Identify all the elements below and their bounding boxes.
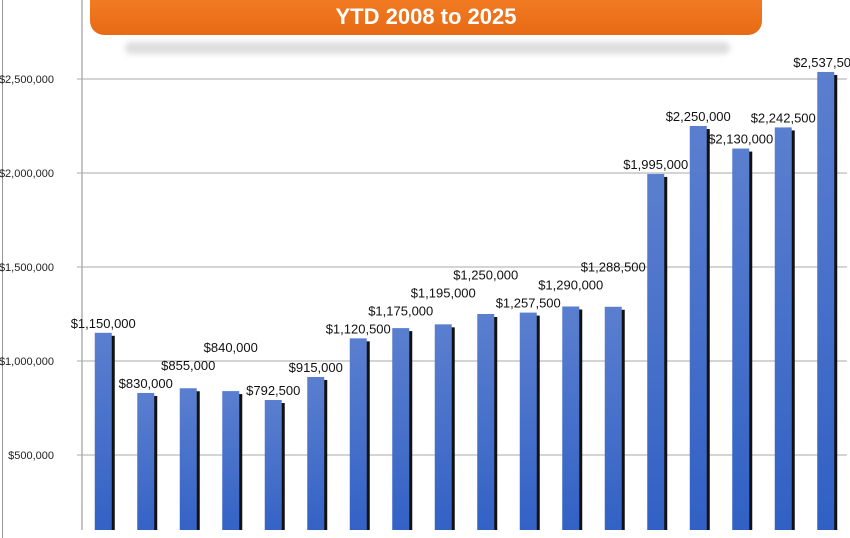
data-label: $1,195,000 (411, 285, 476, 300)
data-label: $1,120,500 (326, 321, 391, 336)
bar-2009 (137, 392, 155, 530)
bar-2011 (222, 391, 240, 530)
bar-2014 (349, 338, 367, 530)
y-tick-label: $1,500,000 (0, 262, 54, 274)
bar-2010 (179, 388, 197, 530)
bar-2021 (647, 173, 665, 530)
bar-2025 (817, 71, 835, 530)
data-label: $1,150,000 (71, 316, 136, 331)
bar-2020 (604, 306, 622, 530)
data-label: $855,000 (161, 358, 215, 373)
bar-2016 (434, 324, 452, 530)
y-tick-label: $1,000,000 (0, 356, 54, 368)
bar-2018 (519, 312, 537, 530)
bar-2019 (562, 306, 580, 530)
bar-2008 (94, 332, 112, 530)
data-label: $2,242,500 (751, 110, 816, 125)
data-label: $915,000 (289, 360, 343, 375)
data-label: $1,290,000 (538, 278, 603, 293)
data-label: $1,250,000 (453, 267, 518, 282)
title-shadow (125, 42, 730, 54)
data-label: $2,250,000 (666, 109, 731, 124)
bar-2023 (732, 148, 750, 530)
data-label: $792,500 (246, 383, 300, 398)
y-tick-label: $500,000 (8, 450, 54, 462)
data-label: $2,130,000 (708, 132, 773, 147)
data-label: $1,175,000 (368, 303, 433, 318)
y-tick-label: $2,000,000 (0, 168, 54, 180)
data-label: $2,537,500 (793, 55, 850, 70)
bar-2015 (392, 328, 410, 530)
bar-2024 (774, 127, 792, 530)
bar-2017 (477, 314, 495, 530)
bar-2013 (307, 376, 325, 530)
data-label: $830,000 (119, 376, 173, 391)
data-label: $1,257,500 (496, 296, 561, 311)
chart-title: YTD 2008 to 2025 (90, 0, 762, 35)
data-label: $840,000 (204, 340, 258, 355)
data-label: $1,995,000 (623, 157, 688, 172)
bar-2012 (264, 400, 282, 530)
bar-2022 (689, 126, 707, 530)
y-tick-label: $2,500,000 (0, 74, 54, 86)
data-label: $1,288,500 (581, 260, 646, 275)
